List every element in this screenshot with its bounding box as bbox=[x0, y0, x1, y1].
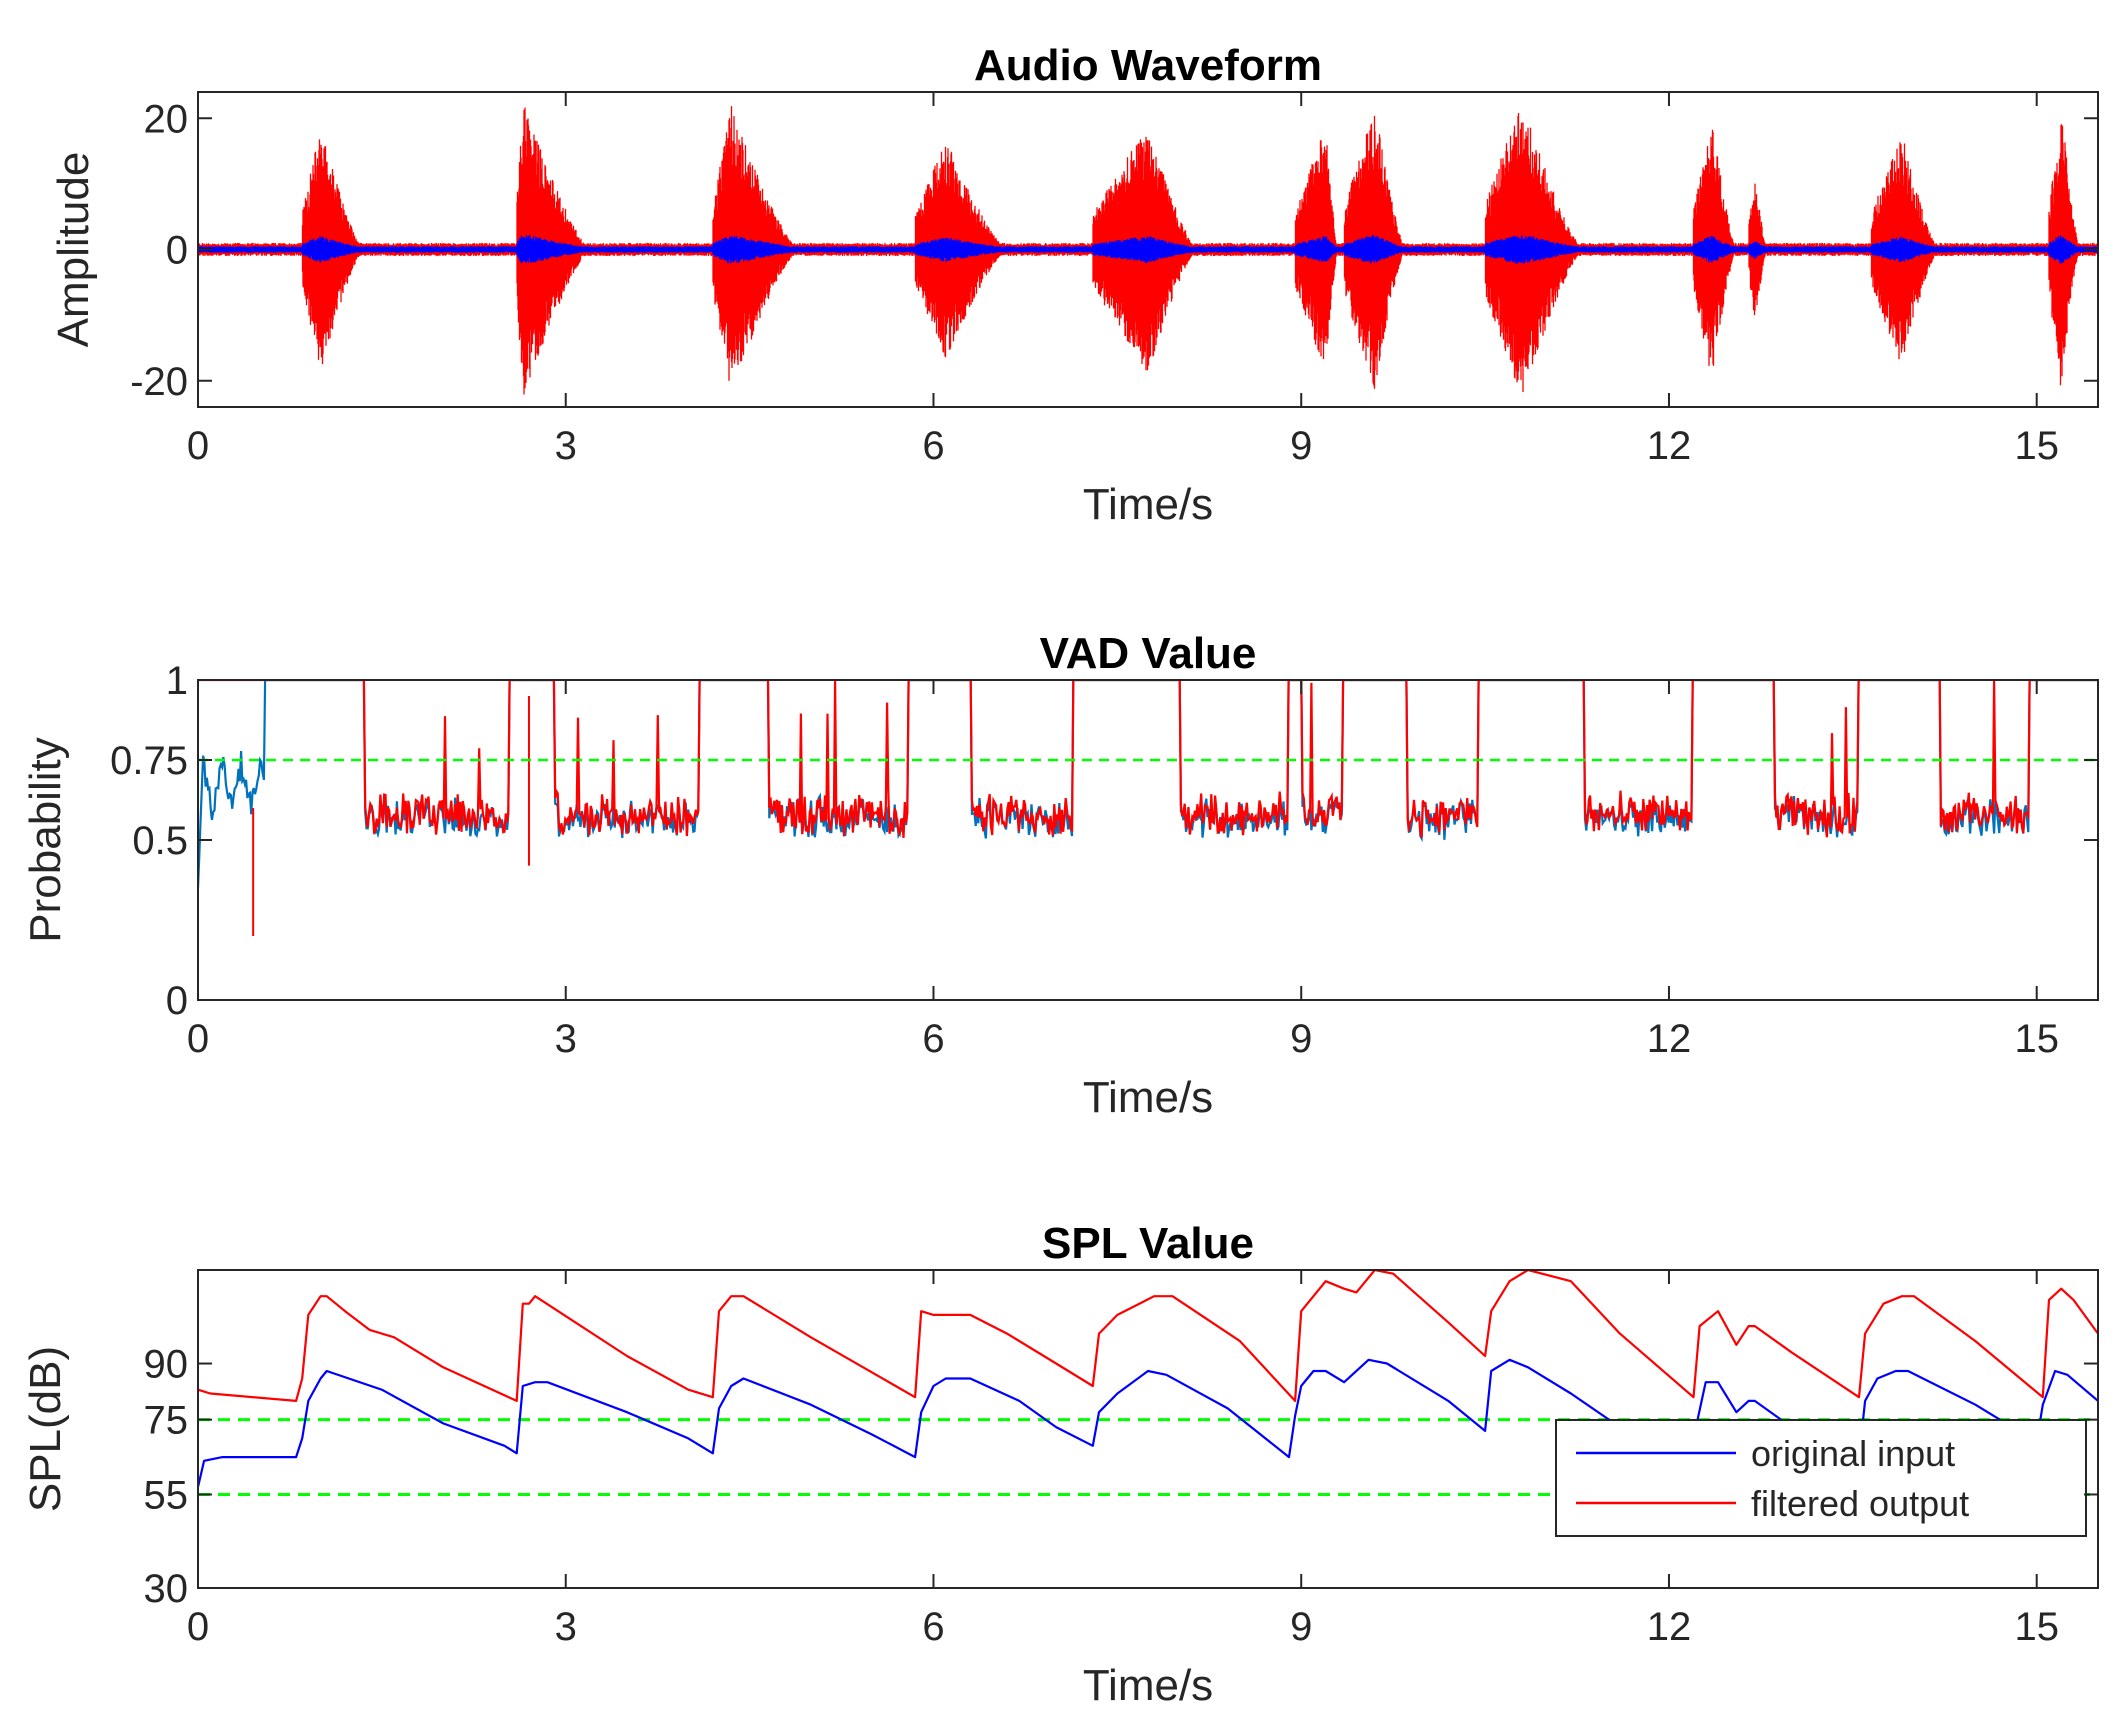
chart-title: SPL Value bbox=[1042, 1219, 1254, 1268]
series-original-waveform bbox=[198, 235, 2098, 264]
chart-title: VAD Value bbox=[1040, 629, 1257, 678]
y-tick-label: 30 bbox=[144, 1567, 189, 1611]
y-axis-label: SPL(dB) bbox=[21, 1346, 70, 1512]
series-spl-original bbox=[198, 1358, 2098, 1488]
x-tick-label: 6 bbox=[922, 1605, 944, 1649]
x-tick-label: 6 bbox=[922, 1017, 944, 1061]
plot-frame bbox=[197, 679, 2099, 1001]
x-tick-label: 9 bbox=[1290, 1017, 1312, 1061]
chart-title: Audio Waveform bbox=[974, 41, 1322, 90]
x-axis-label: Time/s bbox=[1083, 1073, 1213, 1122]
y-tick-label: 0.75 bbox=[110, 739, 188, 783]
x-tick-label: 3 bbox=[555, 1017, 577, 1061]
series-spl-filtered bbox=[198, 1270, 2098, 1402]
x-tick-label: 15 bbox=[2014, 424, 2059, 468]
legend-label: filtered output bbox=[1751, 1483, 1969, 1524]
x-tick-label: 15 bbox=[2014, 1017, 2059, 1061]
legend-box bbox=[1555, 1419, 2087, 1537]
y-axis-label: Amplitude bbox=[49, 152, 98, 348]
y-axis-label: Probability bbox=[21, 737, 70, 942]
y-tick-label: 0 bbox=[166, 229, 188, 273]
x-tick-label: 3 bbox=[555, 424, 577, 468]
x-axis-label: Time/s bbox=[1083, 1661, 1213, 1710]
y-tick-label: 0.5 bbox=[132, 819, 188, 863]
x-tick-label: 9 bbox=[1290, 1605, 1312, 1649]
legend: original input filtered output bbox=[1555, 1419, 2087, 1537]
y-tick-label: 20 bbox=[144, 97, 189, 141]
plot-frame bbox=[197, 1269, 2099, 1589]
spl-value-panel: original input filtered output 0 3 6 9 12 15 30 5… bbox=[21, 1219, 2099, 1710]
y-tick-label: 0 bbox=[166, 979, 188, 1023]
x-tick-label: 12 bbox=[1647, 424, 1692, 468]
legend-label: original input bbox=[1751, 1433, 1955, 1474]
series-vad-filtered bbox=[198, 680, 2098, 838]
x-axis-label: Time/s bbox=[1083, 480, 1213, 529]
y-tick-label: 55 bbox=[144, 1473, 189, 1517]
y-tick-label: 90 bbox=[144, 1343, 189, 1387]
x-tick-label: 0 bbox=[187, 1605, 209, 1649]
x-tick-label: 6 bbox=[922, 424, 944, 468]
x-tick-label: 0 bbox=[187, 1017, 209, 1061]
x-tick-label: 0 bbox=[187, 424, 209, 468]
vad-value-panel: 0 3 6 9 12 15 0 0.5 0.75 1 VAD Value Time/s Probabil… bbox=[21, 629, 2099, 1122]
series-vad-original bbox=[198, 680, 2098, 889]
y-tick-label: -20 bbox=[130, 360, 188, 404]
x-tick-label: 3 bbox=[555, 1605, 577, 1649]
y-tick-label: 1 bbox=[166, 659, 188, 703]
y-tick-label: 75 bbox=[144, 1399, 189, 1443]
audio-waveform-panel: 0 3 6 9 12 15 -20 0 20 Audio Waveform Time/s Amplit… bbox=[49, 41, 2099, 529]
x-tick-label: 9 bbox=[1290, 424, 1312, 468]
x-tick-label: 15 bbox=[2014, 1605, 2059, 1649]
x-tick-label: 12 bbox=[1647, 1017, 1692, 1061]
x-tick-label: 12 bbox=[1647, 1605, 1692, 1649]
